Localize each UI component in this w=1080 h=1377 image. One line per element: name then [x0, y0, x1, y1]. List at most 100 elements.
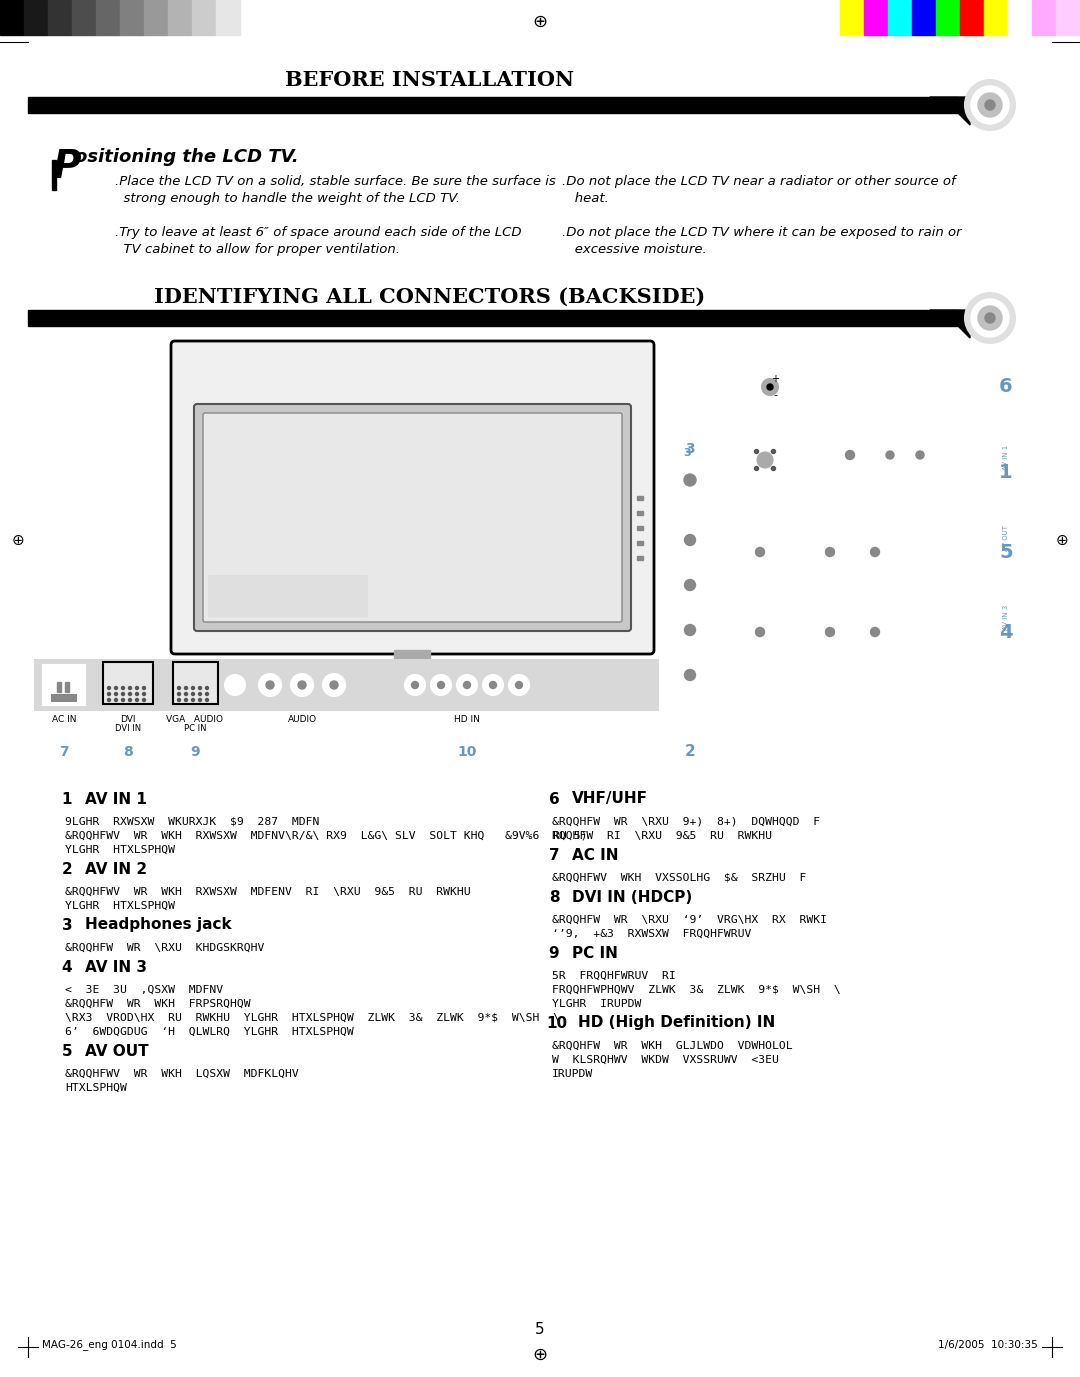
- Text: &RQQHFWV  WR  WKH  RXWSXW  MDFENV  RI  \RXU  9&5  RU  RWKHU: &RQQHFWV WR WKH RXWSXW MDFENV RI \RXU 9&…: [65, 887, 471, 896]
- Circle shape: [870, 548, 879, 556]
- Circle shape: [114, 698, 118, 701]
- Text: ‘’9,  +&3  RXWSXW  FRQQHFWRUV: ‘’9, +&3 RXWSXW FRQQHFWRUV: [552, 929, 752, 939]
- Bar: [720, 435, 1020, 509]
- Bar: [117, 742, 139, 761]
- Bar: [720, 515, 1020, 589]
- Circle shape: [199, 698, 202, 701]
- Bar: [453, 742, 481, 761]
- Circle shape: [185, 693, 188, 695]
- Text: 6’  6WDQGDUG  ‘H  QLWLRQ  YLGHR  HTXLSPHQW: 6’ 6WDQGDUG ‘H QLWLRQ YLGHR HTXLSPHQW: [65, 1027, 354, 1037]
- Circle shape: [121, 687, 124, 690]
- Bar: [55, 790, 79, 810]
- Text: ⊕: ⊕: [532, 12, 548, 32]
- Circle shape: [225, 675, 245, 695]
- Circle shape: [143, 687, 146, 690]
- Circle shape: [863, 540, 887, 565]
- Bar: [960, 0, 984, 34]
- Text: &RQQHFW  WR  WKH  FRPSRQHQW: &RQQHFW WR WKH FRPSRQHQW: [65, 998, 251, 1009]
- Text: YLGHR  IRUPDW: YLGHR IRUPDW: [552, 998, 642, 1009]
- Text: ⊕: ⊕: [532, 1345, 548, 1365]
- Bar: [144, 0, 168, 34]
- Circle shape: [108, 693, 110, 695]
- Bar: [542, 845, 566, 865]
- Circle shape: [143, 693, 146, 695]
- Text: PC IN: PC IN: [184, 724, 206, 733]
- Circle shape: [978, 306, 1002, 330]
- Circle shape: [762, 379, 778, 395]
- Text: VHF/UHF: VHF/UHF: [572, 792, 648, 807]
- Text: 9LGHR  RXWSXW  WKURXJK  $9  287  MDFN: 9LGHR RXWSXW WKURXJK $9 287 MDFN: [65, 817, 320, 828]
- FancyBboxPatch shape: [173, 662, 218, 704]
- Circle shape: [177, 698, 180, 701]
- Text: 1/6/2005  10:30:35: 1/6/2005 10:30:35: [939, 1340, 1038, 1349]
- Bar: [53, 742, 75, 761]
- Text: 10: 10: [457, 745, 476, 759]
- Circle shape: [483, 675, 503, 695]
- Text: .Do not place the LCD TV near a radiator or other source of: .Do not place the LCD TV near a radiator…: [562, 175, 956, 189]
- Bar: [660, 742, 720, 760]
- Text: DVI IN: DVI IN: [114, 724, 141, 733]
- Bar: [660, 441, 720, 760]
- Circle shape: [755, 467, 758, 471]
- Text: 1: 1: [999, 463, 1013, 482]
- Circle shape: [748, 365, 792, 409]
- FancyBboxPatch shape: [350, 668, 474, 682]
- Circle shape: [886, 452, 894, 459]
- Bar: [192, 0, 216, 34]
- Circle shape: [114, 693, 118, 695]
- Circle shape: [177, 693, 180, 695]
- Text: 1: 1: [62, 792, 72, 807]
- Text: AV IN 1: AV IN 1: [1003, 445, 1009, 471]
- Circle shape: [121, 698, 124, 701]
- Circle shape: [675, 616, 705, 644]
- Bar: [864, 0, 888, 34]
- Circle shape: [747, 442, 783, 478]
- Text: -: -: [773, 390, 777, 399]
- Text: 8: 8: [123, 745, 133, 759]
- Circle shape: [108, 687, 110, 690]
- Text: HD (High Definition) IN: HD (High Definition) IN: [578, 1015, 775, 1030]
- Polygon shape: [930, 96, 970, 125]
- Text: 4: 4: [999, 622, 1013, 642]
- Circle shape: [870, 628, 879, 636]
- Circle shape: [515, 682, 523, 688]
- Circle shape: [298, 682, 306, 688]
- Bar: [72, 0, 96, 34]
- Circle shape: [909, 443, 931, 465]
- Text: .Place the LCD TV on a solid, stable surface. Be sure the surface is: .Place the LCD TV on a solid, stable sur…: [114, 175, 556, 189]
- Bar: [637, 496, 643, 500]
- Bar: [840, 0, 864, 34]
- Text: PC IN: PC IN: [572, 946, 618, 961]
- Circle shape: [199, 693, 202, 695]
- Circle shape: [825, 548, 835, 556]
- Text: AV OUT: AV OUT: [85, 1044, 149, 1059]
- Circle shape: [135, 693, 138, 695]
- Bar: [993, 435, 1020, 509]
- Text: AV IN 2: AV IN 2: [85, 862, 147, 877]
- Text: 3: 3: [685, 442, 694, 456]
- Circle shape: [121, 693, 124, 695]
- Bar: [28, 310, 958, 326]
- Text: RQQHFW  RI  \RXU  9&5  RU  RWKHU: RQQHFW RI \RXU 9&5 RU RWKHU: [552, 830, 772, 841]
- Bar: [993, 346, 1020, 430]
- Circle shape: [457, 675, 477, 695]
- Bar: [55, 916, 79, 935]
- Bar: [720, 595, 1020, 671]
- Bar: [51, 694, 77, 702]
- Bar: [984, 0, 1008, 34]
- Circle shape: [135, 698, 138, 701]
- Text: AUDIO: AUDIO: [287, 715, 316, 724]
- Text: 4: 4: [62, 960, 72, 975]
- Polygon shape: [930, 310, 970, 337]
- Circle shape: [205, 693, 208, 695]
- Bar: [28, 96, 958, 113]
- Text: AV IN 3: AV IN 3: [1003, 605, 1009, 631]
- Text: IDENTIFYING ALL CONNECTORS (BACKSIDE): IDENTIFYING ALL CONNECTORS (BACKSIDE): [154, 286, 705, 307]
- Bar: [720, 346, 1020, 430]
- Bar: [936, 0, 960, 34]
- Circle shape: [748, 620, 772, 644]
- Circle shape: [411, 682, 419, 688]
- Text: heat.: heat.: [562, 191, 609, 205]
- Text: ositioning the LCD TV.: ositioning the LCD TV.: [75, 147, 299, 167]
- Circle shape: [205, 687, 208, 690]
